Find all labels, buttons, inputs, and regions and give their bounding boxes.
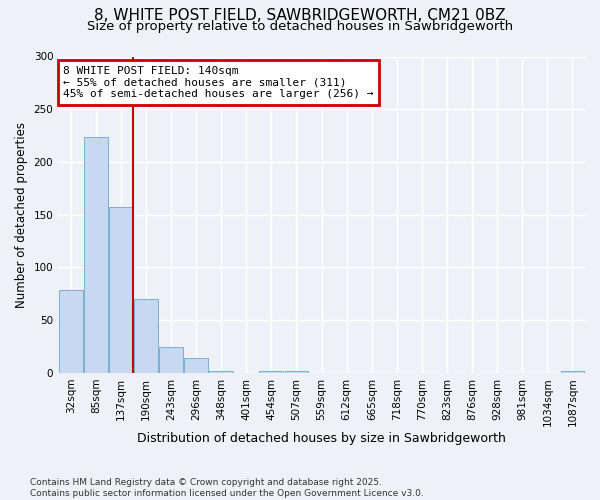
Bar bbox=[59, 290, 83, 373]
Bar bbox=[284, 371, 308, 373]
Text: 8, WHITE POST FIELD, SAWBRIDGEWORTH, CM21 0BZ: 8, WHITE POST FIELD, SAWBRIDGEWORTH, CM2… bbox=[94, 8, 506, 22]
Bar bbox=[184, 358, 208, 373]
Text: 8 WHITE POST FIELD: 140sqm
← 55% of detached houses are smaller (311)
45% of sem: 8 WHITE POST FIELD: 140sqm ← 55% of deta… bbox=[64, 66, 374, 99]
X-axis label: Distribution of detached houses by size in Sawbridgeworth: Distribution of detached houses by size … bbox=[137, 432, 506, 445]
Bar bbox=[109, 208, 133, 373]
Bar bbox=[209, 371, 233, 373]
Bar bbox=[159, 346, 183, 373]
Bar bbox=[259, 371, 283, 373]
Bar bbox=[560, 371, 584, 373]
Bar bbox=[84, 136, 108, 373]
Text: Contains HM Land Registry data © Crown copyright and database right 2025.
Contai: Contains HM Land Registry data © Crown c… bbox=[30, 478, 424, 498]
Text: Size of property relative to detached houses in Sawbridgeworth: Size of property relative to detached ho… bbox=[87, 20, 513, 33]
Bar bbox=[134, 299, 158, 373]
Y-axis label: Number of detached properties: Number of detached properties bbox=[15, 122, 28, 308]
